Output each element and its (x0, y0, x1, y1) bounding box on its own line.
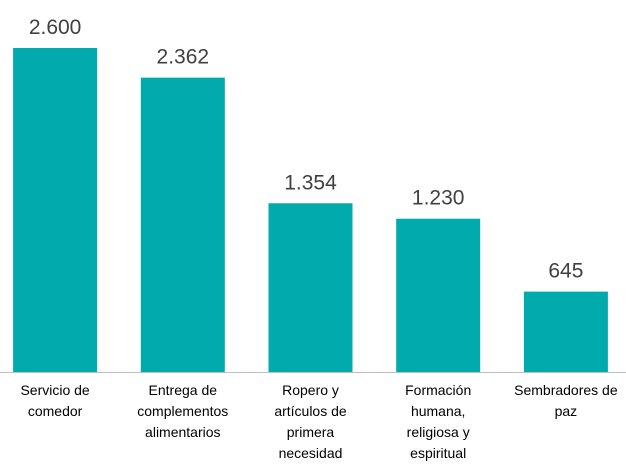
value-label: 645 (548, 260, 583, 283)
value-label: 2.362 (157, 46, 210, 69)
x-tick-label: Ropero y artículos de primera necesidad (274, 382, 347, 461)
value-label: 2.600 (29, 16, 82, 39)
x-tick-label: Servicio de comedor (20, 382, 90, 419)
x-tick-label: Entrega de complementos alimentarios (137, 382, 229, 440)
value-label: 1.230 (412, 187, 465, 210)
bar (140, 77, 225, 373)
bar (268, 203, 353, 372)
value-label: 1.354 (284, 171, 337, 194)
bar (396, 218, 481, 372)
x-tick-label: Sembradores de paz (514, 382, 618, 419)
x-tick-label: Formación humana, religiosa y espiritual (405, 382, 472, 461)
bar (13, 48, 98, 372)
bar (523, 291, 608, 372)
